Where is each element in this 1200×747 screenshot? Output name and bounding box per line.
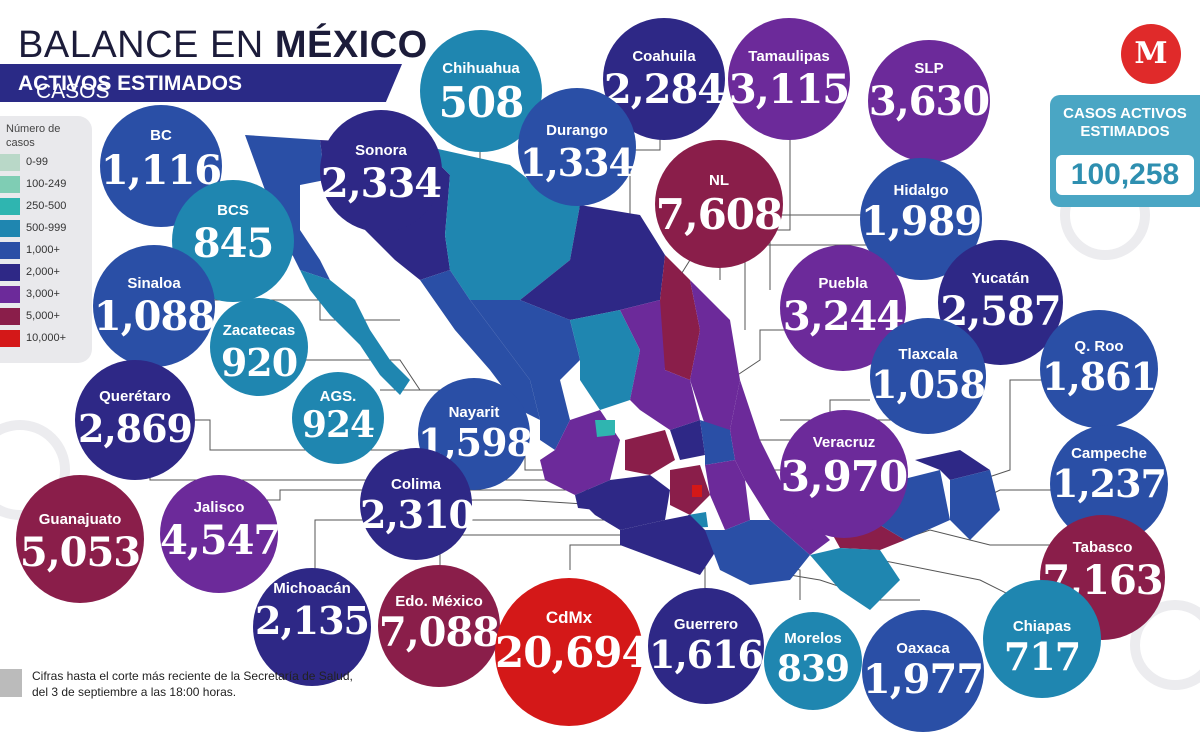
state-bubble-puebla: Puebla 3,244	[780, 245, 906, 371]
state-shape-qroo	[950, 470, 1000, 540]
state-shape-zacatecas	[570, 310, 640, 410]
state-shape-michoacan	[575, 475, 670, 530]
state-bubble-bc: BC 1,116	[100, 105, 222, 227]
state-bubble-durango: Durango 1,334	[518, 88, 636, 206]
state-bubble-zacatecas: Zacatecas 920	[210, 298, 308, 396]
legend-item: 2,000+	[0, 262, 92, 283]
decorative-virus-ring	[1130, 600, 1200, 690]
legend-item: 3,000+	[0, 284, 92, 305]
state-shape-chiapas	[810, 548, 900, 610]
state-bubble-veracruz: Veracruz 3,970	[780, 410, 908, 538]
legend-item: 0-99	[0, 152, 92, 173]
state-bubble-morelos: Morelos 839	[764, 612, 862, 710]
state-shape-guanajuato	[625, 430, 675, 475]
legend-item: 1,000+	[0, 240, 92, 261]
state-bubble-campeche: Campeche 1,237	[1050, 425, 1168, 543]
legend: Número de casos 0-99 100-249 250-500 500…	[0, 116, 92, 363]
state-bubble-coahuila: Coahuila 2,284	[603, 18, 725, 140]
state-bubble-nl: NL 7,608	[655, 140, 783, 268]
state-shape-nl	[655, 255, 700, 380]
legend-item: 5,000+	[0, 306, 92, 327]
state-shape-ags	[595, 420, 615, 437]
legend-item: 100-249	[0, 174, 92, 195]
state-bubble-oaxaca: Oaxaca 1,977	[862, 610, 984, 732]
state-shape-yucatan	[915, 450, 990, 480]
state-bubble-ags: AGS. 924	[292, 372, 384, 464]
state-bubble-tlaxcala: Tlaxcala 1,058	[870, 318, 986, 434]
state-shape-nayarit	[530, 380, 570, 450]
state-shape-guerrero	[620, 515, 720, 575]
state-bubble-michoacan: Michoacán 2,135	[253, 568, 371, 686]
state-shape-hidalgo	[700, 420, 735, 465]
state-bubble-colima: Colima 2,310	[360, 448, 475, 560]
state-shape-cdmx	[692, 485, 702, 497]
state-bubble-sinaloa: Sinaloa 1,088	[93, 245, 215, 367]
state-shape-sinaloa	[420, 270, 540, 420]
legend-title: Número de casos	[6, 123, 61, 149]
state-bubble-tamaulipas: Tamaulipas 3,115	[728, 18, 850, 140]
legend-item: 10,000+	[0, 328, 92, 349]
state-shape-bc	[245, 135, 330, 280]
state-bubble-chihuahua: Chihuahua 508	[420, 30, 542, 152]
legend-item: 250-500	[0, 196, 92, 217]
state-shape-chihuahua	[420, 145, 580, 300]
state-bubble-slp: SLP 3,630	[868, 40, 990, 162]
total-value: 100,258	[1056, 155, 1194, 195]
page-title: BALANCE EN MÉXICO	[18, 24, 428, 66]
legend-item: 500-999	[0, 218, 92, 239]
state-bubble-queretaro: Querétaro 2,869	[75, 360, 195, 480]
page-subtitle: CASOS ACTIVOS ESTIMADOS	[0, 64, 402, 102]
state-shape-oaxaca	[705, 520, 810, 585]
state-shape-bcs	[300, 270, 410, 395]
state-bubble-sonora: Sonora 2,334	[320, 110, 442, 232]
state-shape-tamaulipas	[690, 280, 740, 440]
state-bubble-yucatan: Yucatán 2,587	[938, 240, 1063, 365]
state-shape-slp	[620, 300, 700, 430]
state-shape-queretaro	[670, 420, 705, 460]
total-active-cases-box: CASOS ACTIVOS ESTIMADOS 100,258	[1050, 95, 1200, 207]
state-bubble-guanajuato: Guanajuato 5,053	[16, 475, 144, 603]
state-bubble-qroo: Q. Roo 1,861	[1040, 310, 1158, 428]
state-bubble-chiapas: Chiapas 717	[983, 580, 1101, 698]
state-bubble-edomex: Edo. México 7,088	[378, 565, 500, 687]
note-marker	[0, 669, 22, 697]
total-label: CASOS ACTIVOS ESTIMADOS	[1063, 105, 1187, 140]
footnote: Cifras hasta el corte más reciente de la…	[32, 669, 353, 699]
state-bubble-guerrero: Guerrero 1,616	[648, 588, 764, 704]
state-shape-puebla	[705, 460, 750, 530]
milenio-logo: M	[1121, 24, 1181, 84]
state-shape-veracruz	[730, 380, 830, 555]
state-shape-coahuila	[520, 205, 665, 320]
state-shape-durango	[470, 300, 580, 400]
state-shape-edomex	[670, 465, 710, 515]
state-bubble-jalisco: Jalisco 4,547	[160, 475, 281, 593]
state-bubble-cdmx: CdMx 20,694	[495, 578, 651, 726]
